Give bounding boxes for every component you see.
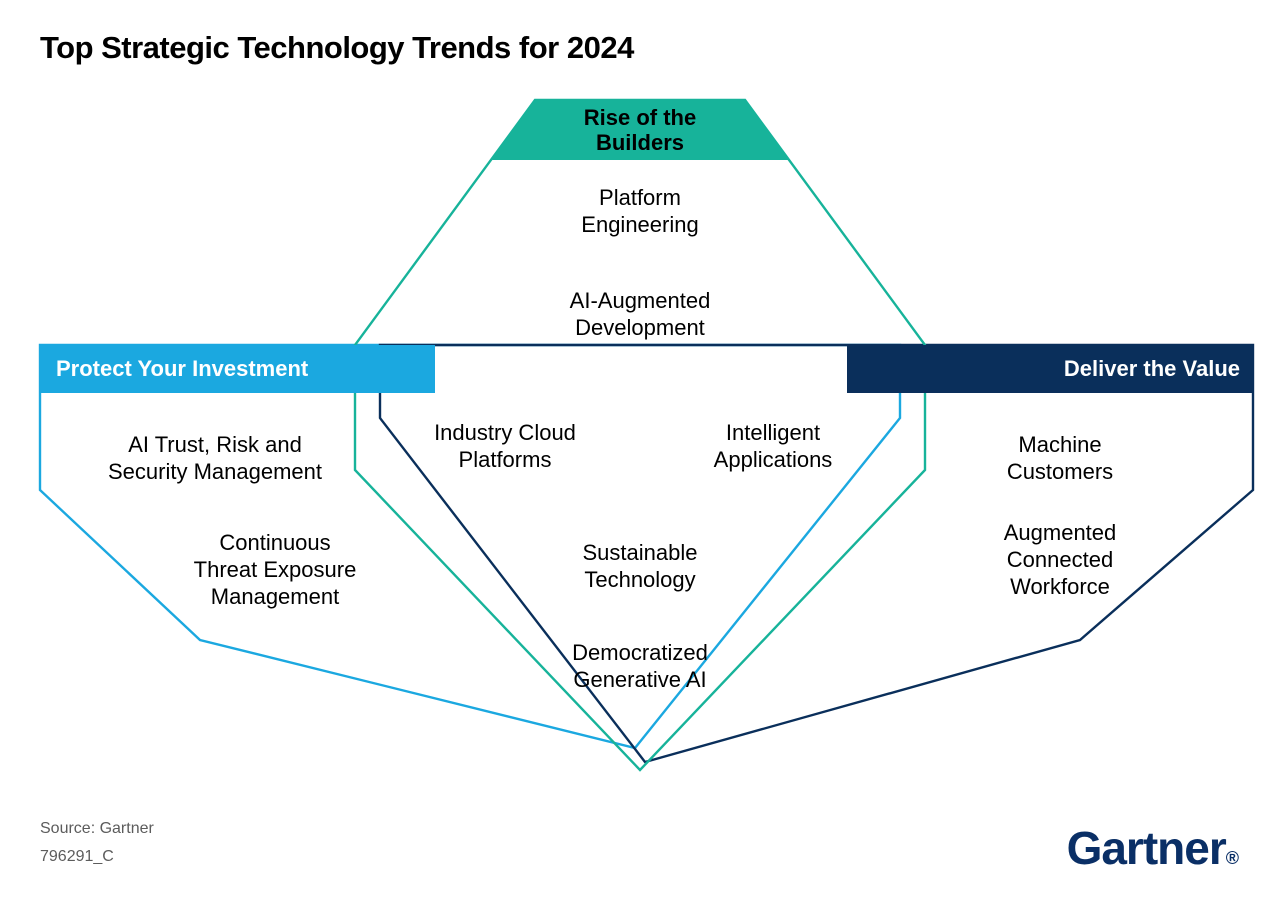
infographic-canvas: Top Strategic Technology Trends for 2024… <box>0 0 1280 919</box>
item-ai-augmented-development: AI-Augmented Development <box>540 288 740 342</box>
item-industry-cloud-platforms: Industry Cloud Platforms <box>405 420 605 474</box>
left-region-header: Protect Your Investment <box>56 356 416 382</box>
source-line: Source: Gartner <box>40 820 154 838</box>
gartner-logo-text: Gartner <box>1067 822 1226 874</box>
document-id: 796291_C <box>40 848 114 866</box>
gartner-logo-dot: ® <box>1226 848 1238 868</box>
item-ai-trism: AI Trust, Risk and Security Management <box>90 432 340 486</box>
item-democratized-generative-ai: Democratized Generative AI <box>540 640 740 694</box>
gartner-logo: Gartner® <box>1067 821 1238 875</box>
item-ctem: Continuous Threat Exposure Management <box>160 530 390 610</box>
item-intelligent-applications: Intelligent Applications <box>673 420 873 474</box>
top-region-header: Rise of the Builders <box>540 105 740 156</box>
item-machine-customers: Machine Customers <box>960 432 1160 486</box>
item-augmented-connected-workforce: Augmented Connected Workforce <box>960 520 1160 600</box>
right-region-header: Deliver the Value <box>860 356 1240 382</box>
item-platform-engineering: Platform Engineering <box>540 185 740 239</box>
item-sustainable-technology: Sustainable Technology <box>540 540 740 594</box>
